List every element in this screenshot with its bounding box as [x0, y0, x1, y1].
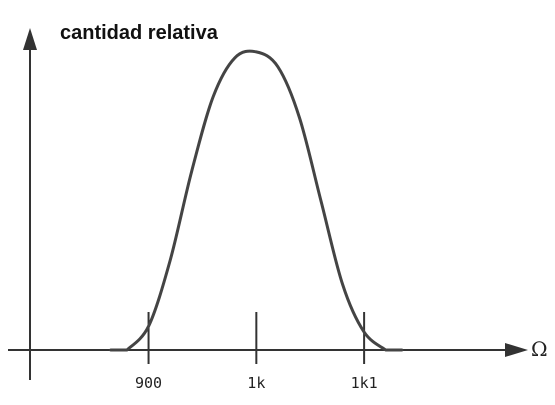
y-axis-arrow	[23, 28, 37, 50]
x-axis-unit-label: Ω	[531, 337, 548, 361]
axes: Ω	[8, 28, 548, 380]
x-axis-arrow	[505, 343, 528, 357]
chart-title: cantidad relativa	[60, 22, 218, 44]
distribution-curve	[109, 49, 404, 352]
x-ticks: 900 1k 1k1	[135, 312, 378, 392]
x-tick-label: 1k1	[351, 374, 378, 392]
x-tick-label: 900	[135, 374, 162, 392]
x-tick-label: 1k	[247, 374, 265, 392]
